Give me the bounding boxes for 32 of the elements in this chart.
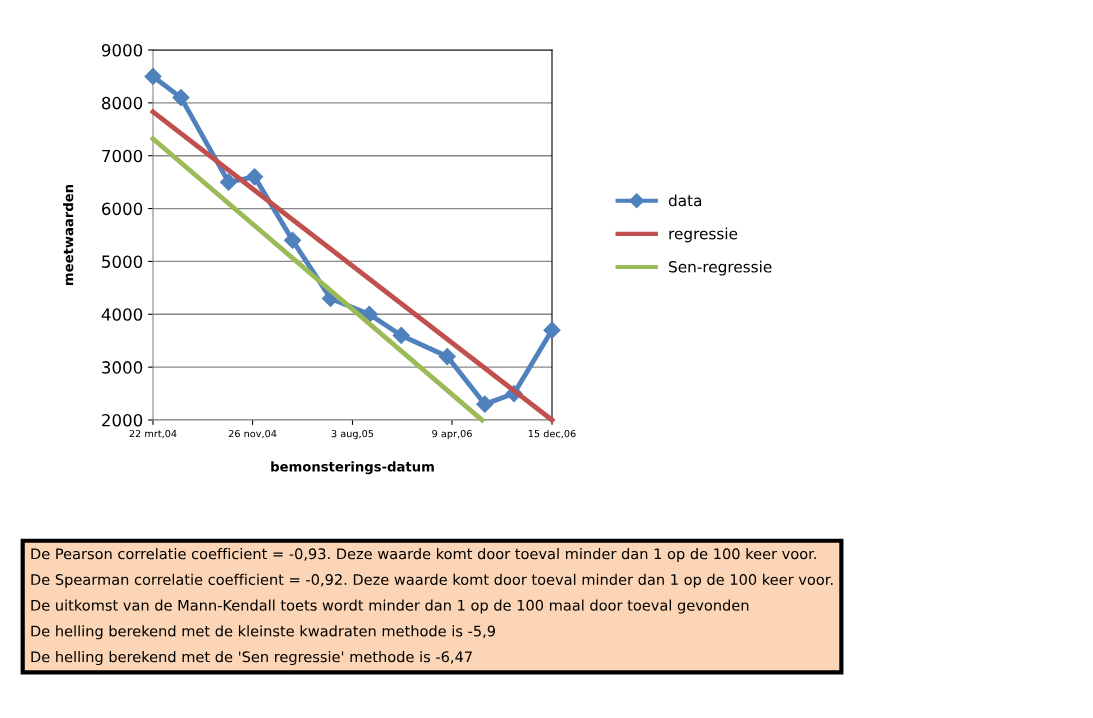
text: De helling berekend met de kleinste kwadraten methode is -5,9: [31, 625, 496, 640]
y-tick-label: 4000: [101, 308, 143, 321]
point: [476, 395, 494, 413]
point: [220, 173, 238, 191]
x-tick-label: 3 aug,05: [331, 429, 374, 440]
x-tick-label: 22 mrt,04: [129, 429, 177, 439]
y-tick-label: 2000: [102, 413, 143, 427]
x-axis-title: bemonsterings-datum: [271, 461, 434, 475]
point: [392, 326, 410, 344]
y-tick-label: 7000: [102, 149, 143, 163]
point: [543, 321, 561, 339]
y-tick-label: 8000: [101, 96, 143, 110]
x-tick-label: 15 dec,06: [528, 429, 576, 439]
legend-label: data: [668, 194, 702, 207]
x-tick-label: 9 apr,06: [432, 429, 472, 440]
y-axis-title: meetwaarden: [63, 184, 74, 286]
point: [245, 168, 264, 186]
legend-label: regressie: [669, 227, 738, 243]
legend-label: Sen-regressie: [669, 260, 772, 276]
y-tick-label: 5000: [102, 255, 143, 268]
text: De Pearson correlatie coefficient = -0,93. Deze waarde komt door toeval minder dan 1 op de 100 keer voor.: [31, 548, 816, 563]
y-tick-label: 3000: [102, 361, 143, 374]
text: De helling berekend met de 'Sen regressie' methode is -6,47: [31, 651, 472, 666]
point: [144, 67, 162, 85]
point: [172, 89, 190, 107]
y-tick-label: 9000: [101, 43, 143, 57]
point: [438, 348, 456, 366]
text: De uitkomst van de Mann-Kendall toets wordt minder dan 1 op de 100 maal door toeval gevonden: [31, 599, 749, 614]
text: De Spearman correlatie coefficient = -0,92. Deze waarde komt door toeval minder dan 1 op de 100 keer voor.: [31, 573, 833, 588]
x-tick-label: 26 nov,04: [228, 429, 277, 439]
y-tick-label: 6000: [102, 202, 143, 216]
point: [283, 231, 302, 249]
